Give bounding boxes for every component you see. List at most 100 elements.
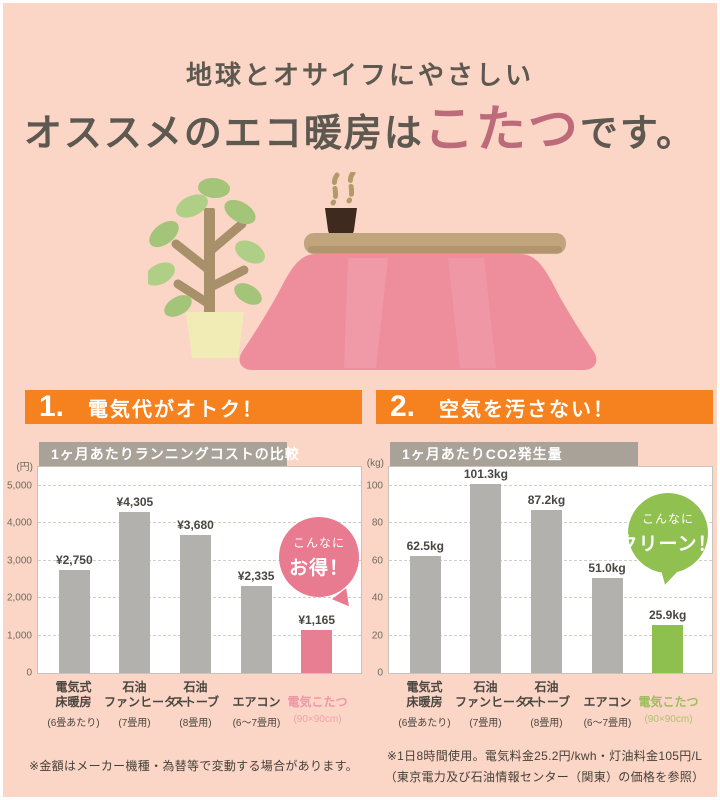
plot-area: (円) 5,000 4,000 3,000 2,000 1,000 0 ¥2,750 ¥4,3… <box>7 462 362 679</box>
category-name-line: エアコン <box>583 695 632 710</box>
category-name-line: 石油 <box>534 680 559 695</box>
bar <box>409 556 441 674</box>
blanket-highlight <box>344 258 388 369</box>
category-size-note: (8畳用) <box>530 718 563 730</box>
section-co2: 2. 空気を汚さない！ 1ヶ月あたりCO2発生量 (kg) 100 80 60 40 2… <box>366 390 717 793</box>
bar-value-label: ¥2,335 <box>237 568 275 583</box>
section-cost: 1. 電気代がオトク！ 1ヶ月あたりランニングコストの比較 (円) 5,000 4… <box>7 390 362 793</box>
gridline <box>389 484 712 486</box>
leaf-icon <box>149 221 179 248</box>
category-name-line: 石油 <box>183 680 208 695</box>
category-name: 石油 ファンヒーター <box>455 680 540 710</box>
category-label: 電気こたつ (90×90cm) <box>287 680 348 729</box>
bar-slot: 101.3kg <box>456 467 517 674</box>
section-title: 電気代がオトク！ <box>88 398 265 421</box>
category-label: 石油 ファンヒーター (7畳用) <box>104 680 188 730</box>
category-size-note: (8畳用) <box>179 718 212 730</box>
y-axis-unit-label: (kg) <box>366 458 384 470</box>
category-name-line: 電気式 <box>406 680 443 695</box>
leaf-icon <box>176 194 208 218</box>
category-name: 石油 ファンヒーター <box>104 680 188 710</box>
category-label: 石油 ストーブ (8畳用) <box>165 680 226 729</box>
callout-badge: こんなに お得！ <box>279 517 359 613</box>
category-size-note: (90×90cm) <box>644 714 693 726</box>
bar-value-label: 87.2kg <box>527 492 566 507</box>
plant-pot <box>186 312 244 359</box>
bar-slot: 87.2kg <box>516 467 577 674</box>
leaf-icon <box>234 283 262 306</box>
gridline <box>38 484 361 486</box>
cost-comparison-chart: 1ヶ月あたりランニングコストの比較 (円) 5,000 4,000 3,000 2,0… <box>7 442 362 730</box>
bars: 62.5kg 101.3kg 87.2kg 51.0kg 25.9kg <box>389 467 712 674</box>
category-name-line: 床暖房 <box>55 695 92 710</box>
co2-emission-chart: 1ヶ月あたりCO2発生量 (kg) 100 80 60 40 20 0 62.5kg 101.… <box>366 442 717 729</box>
y-axis-unit-label: (円) <box>16 462 33 474</box>
bar <box>240 585 272 674</box>
leaf-icon <box>235 240 265 264</box>
footnote: ※1日8時間使用。電気料金25.2円/kwh・灯油料金105円/L （東京電力及… <box>376 741 713 793</box>
kotatsu-tabletop-edge <box>308 246 562 254</box>
y-axis-tick-label: 0 <box>26 667 32 679</box>
charts-row: 1. 電気代がオトク！ 1ヶ月あたりランニングコストの比較 (円) 5,000 4… <box>7 390 717 793</box>
bar <box>530 509 562 674</box>
category-name-line: エアコン <box>232 695 281 710</box>
leaf-icon <box>198 178 230 199</box>
bar-value-label: ¥4,305 <box>116 494 154 509</box>
bar-value-label: 51.0kg <box>588 560 626 575</box>
category-name-line: ファンヒーター <box>455 695 540 710</box>
category-name: エアコン <box>577 680 638 710</box>
y-axis-tick-label: 2,000 <box>6 592 32 604</box>
plant-branch <box>171 239 214 275</box>
bar <box>179 535 211 674</box>
y-axis-tick-label: 1,000 <box>6 630 32 642</box>
category-size-note: (90×90cm) <box>293 714 342 726</box>
category-name-line: 石油 <box>473 680 498 695</box>
y-axis-tick-label: 4,000 <box>6 517 32 529</box>
category-name: 石油 ストーブ <box>165 680 226 710</box>
leaf-icon <box>224 200 256 225</box>
y-axis-tick-label: 80 <box>371 517 383 529</box>
kotatsu-blanket <box>239 254 597 371</box>
bar-slot: 51.0kg <box>577 467 638 674</box>
bar-slot: 25.9kg <box>637 467 698 674</box>
y-axis-tick-label: 0 <box>377 667 383 679</box>
bar <box>652 624 684 674</box>
category-size-note: (6～7畳用) <box>583 718 632 730</box>
bar <box>301 629 333 674</box>
category-name-line: 電気こたつ <box>638 695 699 710</box>
category-name-line: 電気こたつ <box>287 695 348 710</box>
category-label: エアコン (6～7畳用) <box>577 680 638 729</box>
bars: ¥2,750 ¥4,305 ¥3,680 ¥2,335 ¥1,165 <box>38 467 361 674</box>
leaf-icon <box>164 295 192 318</box>
category-name-line: 電気式 <box>55 680 92 695</box>
title-accent-kotatsu: こたつ <box>423 101 580 158</box>
bar-slot: ¥1,165 <box>286 467 347 674</box>
y-axis-tick-label: 40 <box>371 592 383 604</box>
category-size-note: (6畳あたり) <box>47 718 100 730</box>
badge-text: こんなに <box>292 536 345 551</box>
section-number: 1. <box>39 390 65 424</box>
category-name-line: ストーブ <box>171 695 220 710</box>
plot-area: (kg) 100 80 60 40 20 0 62.5kg 101.3kg 87.2kg 51.0… <box>366 458 716 679</box>
category-size-note: (7畳用) <box>118 718 151 730</box>
category-name: エアコン <box>226 680 287 710</box>
bar-value-label: ¥3,680 <box>177 518 214 533</box>
category-name: 電気式 床暖房 <box>394 680 455 710</box>
category-size-note: (6～7畳用) <box>232 718 281 730</box>
section-header-1: 1. 電気代がオトク！ <box>25 390 362 425</box>
y-axis-tick-label: 20 <box>371 630 383 642</box>
gridline <box>38 522 361 524</box>
y-axis-tick-label: 60 <box>371 555 383 567</box>
footnote-line: ※金額はメーカー機種・為替等で変動する場合があります。 <box>29 759 358 774</box>
bar-value-label: 101.3kg <box>463 467 508 482</box>
page-title-line1: 地球とオサイフにやさしい <box>185 61 534 90</box>
leaf-icon <box>148 262 175 286</box>
kotatsu-scene-illustration <box>148 172 597 371</box>
bar-value-label: ¥2,750 <box>55 553 93 568</box>
y-axis-tick-label: 100 <box>366 480 383 492</box>
bar <box>591 577 623 674</box>
category-label: 石油 ファンヒーター (7畳用) <box>455 680 540 729</box>
section-header-2: 2. 空気を汚さない！ <box>376 390 713 425</box>
x-axis-labels: 電気式 床暖房 (6畳あたり) 石油 ファンヒーター (7畳用) 石油 ストーブ (8畳用) エア… <box>388 674 713 729</box>
bar-value-label: ¥1,165 <box>298 612 336 627</box>
